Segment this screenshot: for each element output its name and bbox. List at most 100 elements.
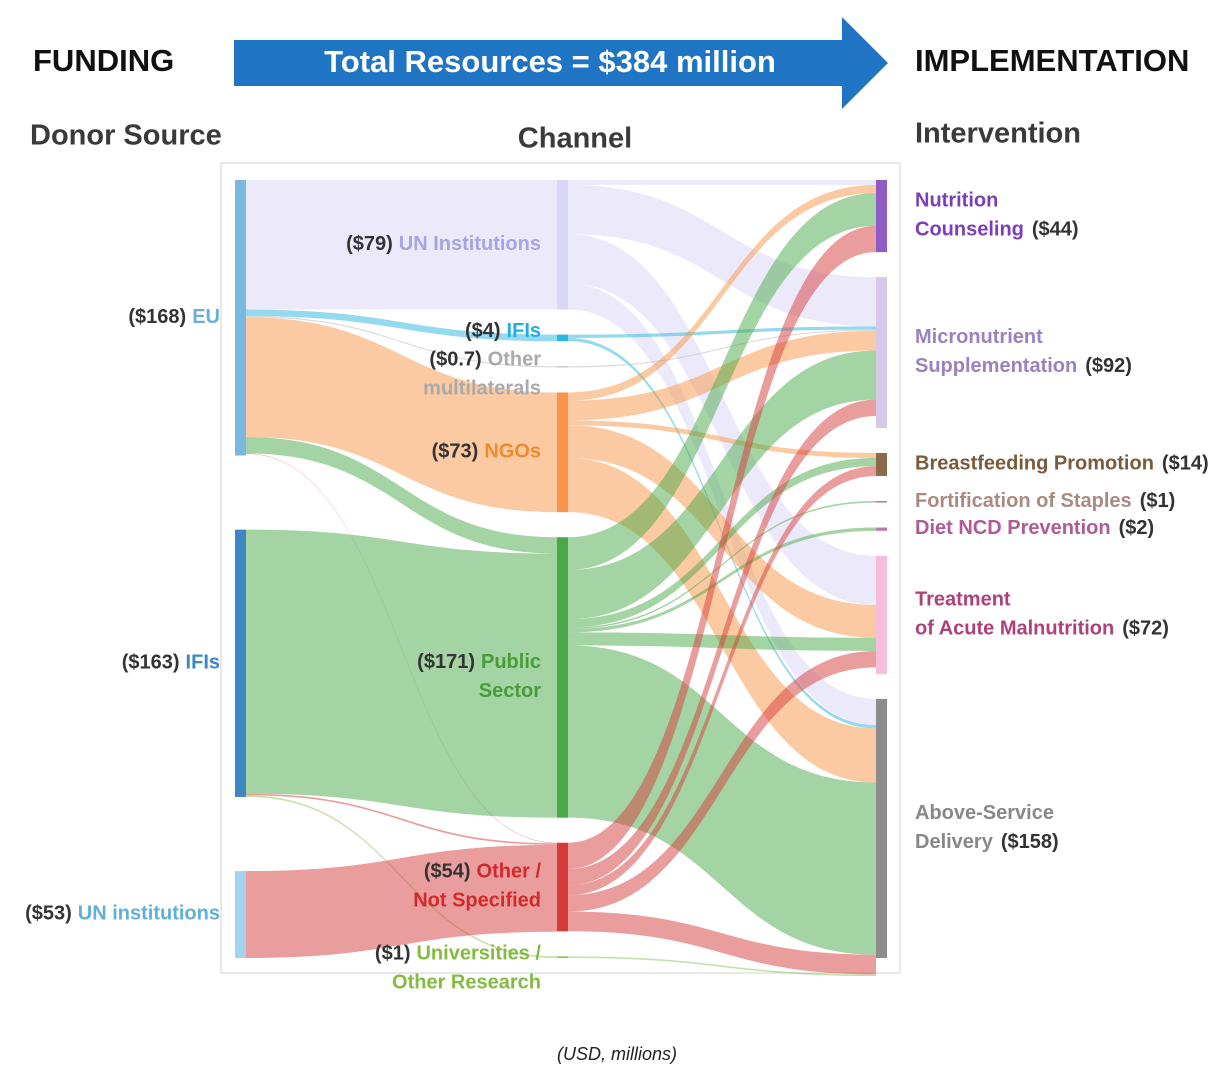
node-label: ($171) Public [417,651,541,673]
flow [568,399,876,886]
node-label: Treatment [915,589,1011,611]
node [876,555,887,674]
node-name: Breastfeeding Promotion [915,453,1154,475]
node-label: ($73) NGOs [432,441,541,463]
node-name: Delivery [915,831,994,853]
node-name: Universities / [416,943,541,965]
flow [246,317,557,513]
node-label: Breastfeeding Promotion ($14) [915,453,1209,475]
value-label: ($158) [1001,831,1059,853]
node-name: Diet NCD Prevention [915,517,1111,539]
node [557,180,568,310]
node-label: ($53) UN institutions [25,903,220,925]
value-label: ($53) [25,903,72,925]
node-label: ($79) UN Institutions [346,233,541,255]
node-name: Fortification of Staples [915,490,1132,512]
node-label: Other Research [392,972,541,994]
flow [568,350,876,620]
node-label: ($163) IFIs [122,652,220,674]
column-title: Intervention [915,118,1081,150]
node-name: UN Institutions [399,233,541,255]
node-label: ($54) Other / [424,861,542,883]
flow [568,911,876,975]
value-label: ($73) [432,441,479,463]
node [557,334,568,342]
flow [568,458,876,783]
flow [568,184,876,327]
node-name: Above-Service [915,802,1054,824]
node [557,537,568,818]
flow [568,425,876,638]
node-label: of Acute Malnutrition ($72) [915,618,1169,640]
node [557,842,568,932]
flow [568,184,876,401]
flow [568,500,876,630]
column-title: Channel [518,123,632,155]
flow [246,436,557,554]
node-label: Counseling ($44) [915,219,1079,241]
value-label: ($72) [1122,618,1169,640]
node-name: Micronutrient [915,326,1043,348]
flow [568,956,876,977]
node-label: Diet NCD Prevention ($2) [915,517,1154,539]
left-heading: FUNDING [33,43,174,78]
node-name: Counseling [915,219,1024,241]
node [876,453,887,476]
node-label: ($4) IFIs [465,320,541,342]
footnote: (USD, millions) [557,1044,677,1064]
node [557,956,568,958]
flow [568,466,876,896]
node [235,871,246,958]
node-label: Sector [479,680,541,702]
flow [568,420,876,458]
value-label: ($54) [424,861,471,883]
flow [246,309,557,342]
node-name: Other / [477,861,542,883]
value-label: ($14) [1162,453,1209,475]
node-name: EU [192,306,220,328]
node-name: IFIs [186,652,220,674]
arrow [234,17,888,109]
node-label: multilaterals [423,378,541,400]
node-label: ($1) Universities / [375,943,542,965]
flow [568,193,876,571]
node [557,392,568,513]
node-name: Nutrition [915,190,998,212]
node [876,180,887,253]
node-label: ($0.7) Other [429,349,541,371]
node-name: UN institutions [78,903,220,925]
node-name: Treatment [915,589,1011,611]
value-label: ($4) [465,320,501,342]
value-label: ($92) [1085,355,1132,377]
node-name: Sector [479,680,541,702]
links [246,180,876,977]
node-name: Supplementation [915,355,1077,377]
flow [568,650,876,912]
flow [568,527,876,633]
flow [568,180,876,185]
node [876,527,887,531]
node [876,698,887,958]
node-name: of Acute Malnutrition [915,618,1114,640]
flow [568,225,876,869]
value-label: ($1) [375,943,411,965]
node-name: NGOs [484,441,541,463]
flow [568,645,876,955]
node-label: Delivery ($158) [915,831,1059,853]
flow [246,529,557,818]
node-label: Not Specified [413,890,541,912]
flow [568,234,876,606]
node-name: multilaterals [423,378,541,400]
node-name: IFIs [507,320,541,342]
flow [568,329,876,368]
node [235,180,246,456]
node-name: Other [488,349,542,371]
nodes [235,180,887,958]
node-name: Not Specified [413,890,541,912]
node-name: Other Research [392,972,541,994]
node-name: Public [481,651,541,673]
arrow-text: Total Resources = $384 million [324,44,776,79]
value-label: ($0.7) [429,349,481,371]
flow [246,180,557,310]
